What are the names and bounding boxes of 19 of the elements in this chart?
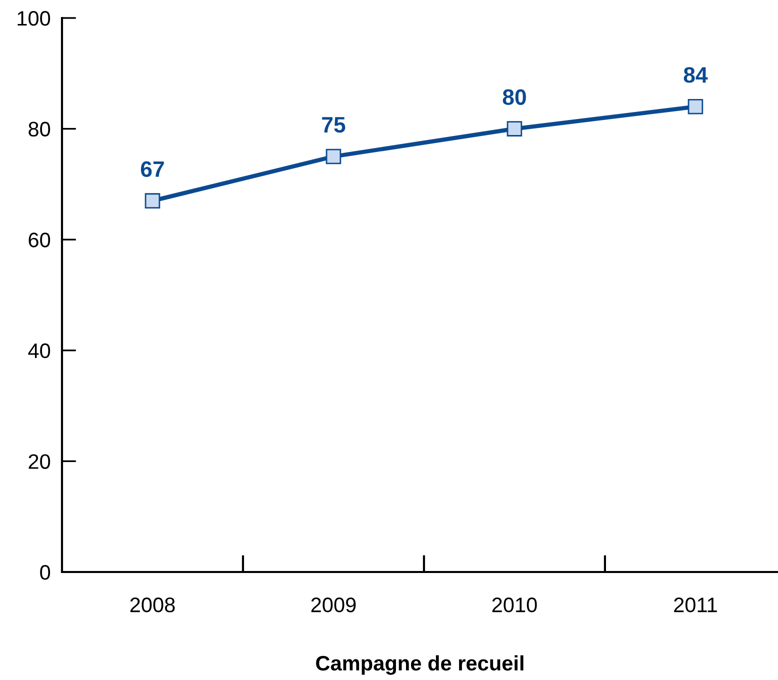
- data-label: 75: [322, 117, 346, 133]
- data-label: 80: [502, 89, 526, 105]
- x-axis-title: Campagne de recueil: [316, 655, 524, 675]
- x-tick-label: 2009: [311, 598, 356, 612]
- y-tick-label: 0: [40, 565, 50, 580]
- point: [506, 121, 522, 136]
- y-tick-label: 40: [28, 343, 50, 358]
- x-tick-label: 2011: [674, 598, 717, 612]
- y-tick-label: 60: [28, 232, 50, 248]
- x-tick-label: 2010: [492, 598, 537, 612]
- point: [326, 148, 342, 164]
- data-label: 67: [140, 161, 164, 177]
- y-tick-label: 80: [28, 122, 50, 137]
- point: [144, 193, 160, 208]
- y-tick-label: 20: [28, 454, 50, 469]
- point: [688, 99, 704, 114]
- x-tick-label: 2008: [130, 598, 175, 612]
- data-label: 84: [684, 67, 708, 83]
- y-tick-label: 100: [18, 11, 50, 26]
